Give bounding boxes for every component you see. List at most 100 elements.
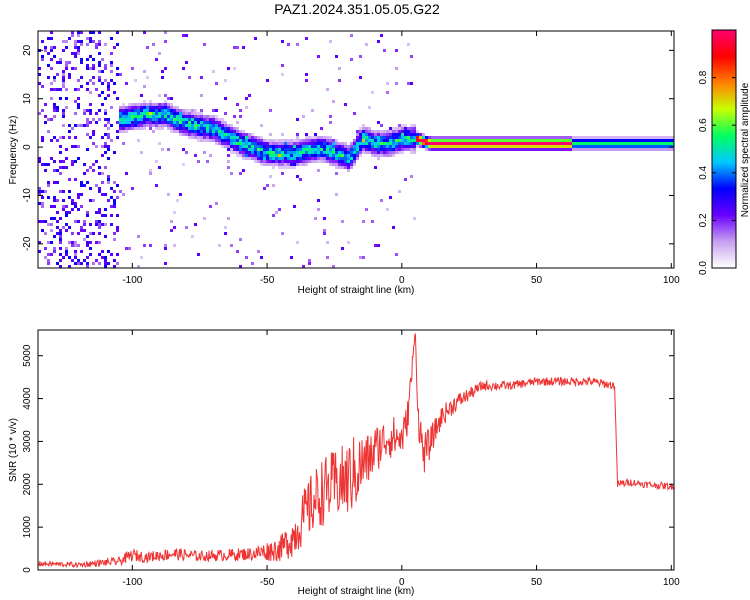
heatmap-cell (95, 88, 98, 91)
heatmap-cell (50, 37, 53, 40)
heatmap-cell (467, 148, 470, 151)
heatmap-cell (92, 67, 95, 70)
heatmap-cell (389, 151, 392, 154)
heatmap-cell (497, 148, 500, 151)
heatmap-cell (437, 142, 440, 145)
heatmap-cell (128, 127, 131, 130)
tick-label: 0 (22, 567, 33, 573)
heatmap-cell (380, 136, 383, 139)
heatmap-cell (275, 157, 278, 160)
heatmap-cell (83, 184, 86, 187)
heatmap-cell (287, 154, 290, 157)
heatmap-cell (140, 256, 143, 259)
heatmap-cell (119, 118, 122, 121)
heatmap-cell (437, 139, 440, 142)
heatmap-cell (338, 151, 341, 154)
heatmap-cell (326, 148, 329, 151)
heatmap-cell (587, 145, 590, 148)
heatmap-cell (77, 220, 80, 223)
heatmap-cell (242, 145, 245, 148)
heatmap-cell (284, 139, 287, 142)
heatmap-cell (152, 103, 155, 106)
heatmap-cell (59, 145, 62, 148)
heatmap-cell (110, 37, 113, 40)
heatmap-cell (479, 145, 482, 148)
heatmap-cell (224, 226, 227, 229)
heatmap-cell (77, 46, 80, 49)
heatmap-cell (278, 157, 281, 160)
heatmap-cell (305, 154, 308, 157)
heatmap-cell (632, 139, 635, 142)
heatmap-cell (125, 115, 128, 118)
heatmap-cell (188, 130, 191, 133)
heatmap-cell (194, 223, 197, 226)
heatmap-cell (98, 187, 101, 190)
heatmap-cell (50, 46, 53, 49)
heatmap-cell (392, 148, 395, 151)
heatmap-cell (401, 139, 404, 142)
heatmap-cell (224, 145, 227, 148)
heatmap-cell (527, 136, 530, 139)
heatmap-cell (107, 118, 110, 121)
heatmap-cell (404, 124, 407, 127)
heatmap-cell (65, 97, 68, 100)
heatmap-cell (104, 208, 107, 211)
heatmap-cell (659, 136, 662, 139)
heatmap-cell (47, 76, 50, 79)
heatmap-cell (473, 142, 476, 145)
heatmap-cell (215, 124, 218, 127)
heatmap-cell (71, 232, 74, 235)
heatmap-cell (518, 142, 521, 145)
heatmap-cell (356, 136, 359, 139)
heatmap-cell (257, 145, 260, 148)
heatmap-cell (317, 208, 320, 211)
heatmap-cell (44, 232, 47, 235)
heatmap-cell (176, 118, 179, 121)
heatmap-cell (68, 190, 71, 193)
heatmap-cell (362, 133, 365, 136)
heatmap-cell (77, 124, 80, 127)
heatmap-cell (428, 148, 431, 151)
heatmap-cell (419, 145, 422, 148)
heatmap-cell (59, 238, 62, 241)
heatmap-cell (65, 166, 68, 169)
heatmap-cell (410, 142, 413, 145)
heatmap-cell (104, 259, 107, 262)
heatmap-cell (71, 160, 74, 163)
heatmap-cell (323, 148, 326, 151)
heatmap-cell (392, 136, 395, 139)
heatmap-cell (434, 148, 437, 151)
heatmap-cell (500, 148, 503, 151)
heatmap-cell (497, 136, 500, 139)
heatmap-cell (104, 43, 107, 46)
heatmap-cell (368, 127, 371, 130)
heatmap-cell (53, 217, 56, 220)
heatmap-cell (149, 172, 152, 175)
heatmap-cell (38, 112, 41, 115)
heatmap-cell (464, 142, 467, 145)
heatmap-cell (404, 133, 407, 136)
heatmap-cell (347, 166, 350, 169)
heatmap-cell (284, 151, 287, 154)
heatmap-cell (74, 124, 77, 127)
heatmap-cell (200, 124, 203, 127)
heatmap-cell (356, 142, 359, 145)
heatmap-cell (173, 130, 176, 133)
heatmap-cell (311, 109, 314, 112)
heatmap-cell (365, 139, 368, 142)
heatmap-cell (659, 139, 662, 142)
heatmap-cell (419, 139, 422, 142)
heatmap-cell (461, 142, 464, 145)
heatmap-cell (524, 139, 527, 142)
heatmap-cell (158, 121, 161, 124)
heatmap-cell (212, 118, 215, 121)
heatmap-cell (113, 238, 116, 241)
heatmap-cell (161, 118, 164, 121)
heatmap-cell (200, 121, 203, 124)
heatmap-cell (491, 139, 494, 142)
heatmap-cell (311, 148, 314, 151)
heatmap-cell (512, 139, 515, 142)
heatmap-cells (38, 31, 674, 268)
heatmap-cell (101, 256, 104, 259)
heatmap-cell (539, 139, 542, 142)
